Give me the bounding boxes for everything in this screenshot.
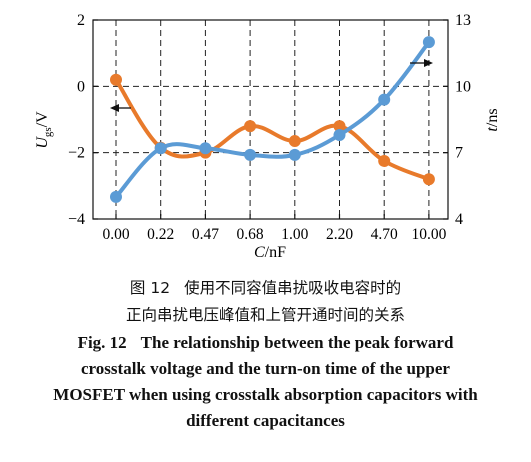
caption-cn-line2: 正向串扰电压峰值和上管开通时间的关系 <box>125 306 405 324</box>
data-point-ton-3 <box>244 148 257 161</box>
x-tick-label: 10.00 <box>411 226 446 243</box>
data-point-ugs-4 <box>288 135 301 148</box>
x-tick-label: 4.70 <box>371 226 398 243</box>
x-tick-label: 0.22 <box>147 226 174 243</box>
data-point-ugs-7 <box>422 173 435 186</box>
left-axis-arrow <box>110 104 131 112</box>
right-axis-arrow <box>410 59 433 67</box>
series-line-ton <box>114 40 431 199</box>
data-point-ugs-5 <box>333 120 346 133</box>
x-tick-label: 1.00 <box>281 226 308 243</box>
y-left-tick-label: 2 <box>77 12 85 29</box>
y-right-tick-label: 4 <box>455 211 463 228</box>
caption-cn-fig-number: 图 12 <box>129 279 171 297</box>
caption-cn-text1: 使用不同容值串扰吸收电容时的 <box>184 279 402 297</box>
data-point-ton-2 <box>199 142 212 155</box>
data-point-ugs-0 <box>110 73 122 86</box>
y-right-tick-label: 13 <box>455 12 471 29</box>
y-left-tick-label: −2 <box>68 145 85 162</box>
data-point-ton-1 <box>154 142 167 155</box>
y-left-axis-label: Ugs/V <box>34 111 54 149</box>
data-point-ugs-3 <box>244 120 257 133</box>
data-point-ton-7 <box>422 36 435 49</box>
caption-en-fig-number: Fig. 12 <box>77 333 127 352</box>
y-left-tick-label: 0 <box>77 78 85 95</box>
data-point-ton-6 <box>378 93 391 106</box>
y-right-tick-label: 7 <box>455 145 463 162</box>
left-axis-arrow-head <box>110 104 119 112</box>
caption-en-line2: crosstalk voltage and the turn-on time o… <box>81 359 450 378</box>
data-point-ton-5 <box>333 128 346 141</box>
grid-lines <box>93 20 448 219</box>
x-axis-label: C/nF <box>254 244 286 261</box>
caption-en-line4: different capacitances <box>186 411 345 430</box>
data-point-ton-0 <box>110 190 122 203</box>
caption-en-text1: The relationship between the peak forwar… <box>140 333 454 352</box>
chart: 2 0 −2 −4 13 10 7 4 0.00 0.22 0.47 0.68 1.00 2.20 4.70… <box>34 12 501 261</box>
x-tick-label: 2.20 <box>326 226 353 243</box>
y-left-tick-label: −4 <box>68 211 85 228</box>
right-axis-arrow-head <box>424 59 433 67</box>
data-point-ugs-6 <box>378 154 391 167</box>
caption-cn-line1: 图 12 使用不同容值串扰吸收电容时的 <box>0 276 531 298</box>
caption-en-line1: Fig. 12 The relationship between the peak… <box>0 333 531 353</box>
y-right-tick-label: 10 <box>455 78 471 95</box>
x-tick-label: 0.68 <box>237 226 264 243</box>
x-tick-label: 0.00 <box>102 226 129 243</box>
data-point-ton-4 <box>288 148 301 161</box>
axis-ticks: 2 0 −2 −4 13 10 7 4 0.00 0.22 0.47 0.68 1.00 2.20 4.70… <box>68 12 471 243</box>
plot-frame <box>92 19 449 220</box>
y-right-axis-label: t/ns <box>484 108 501 131</box>
caption-en-line3: MOSFET when using crosstalk absorption c… <box>53 385 478 404</box>
x-tick-label: 0.47 <box>192 226 219 243</box>
series-layer <box>110 36 435 203</box>
